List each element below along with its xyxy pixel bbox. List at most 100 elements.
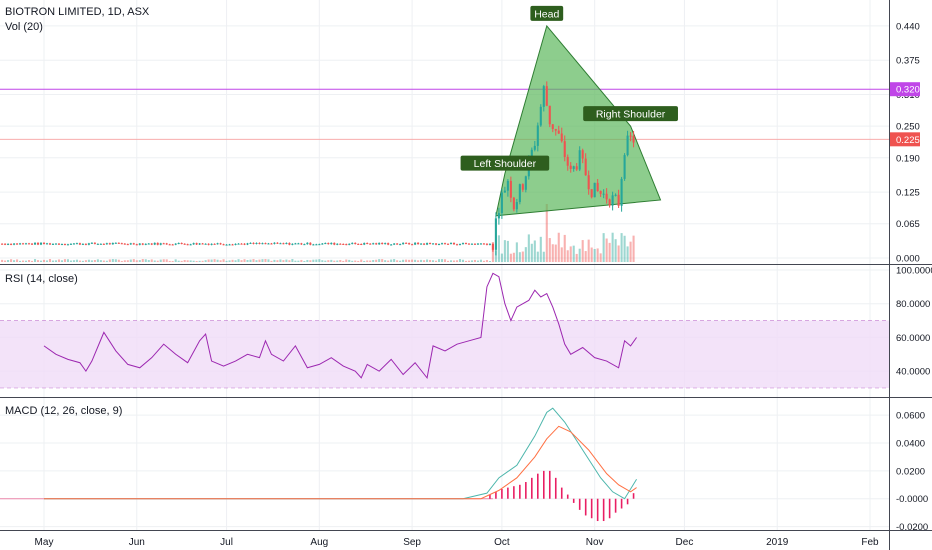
volume-bar bbox=[132, 259, 135, 262]
price-tick: 0.000 bbox=[896, 254, 920, 265]
volume-bar bbox=[617, 245, 620, 262]
volume-bar bbox=[324, 260, 327, 262]
volume-bar bbox=[177, 260, 180, 262]
candle-body bbox=[249, 242, 252, 244]
candle-body bbox=[108, 243, 111, 245]
candle-body bbox=[1, 243, 4, 245]
candle-body bbox=[276, 242, 279, 244]
candle-body bbox=[515, 202, 518, 210]
candle-body bbox=[285, 242, 288, 244]
rsi-tick: 100.0000 bbox=[896, 266, 932, 277]
volume-bar bbox=[518, 252, 521, 262]
volume-bar bbox=[435, 260, 438, 262]
volume-bar bbox=[473, 259, 477, 262]
volume-bar bbox=[581, 240, 584, 262]
candle-body bbox=[219, 243, 222, 245]
volume-bar bbox=[117, 259, 120, 262]
volume-bar bbox=[216, 259, 219, 262]
time-axis[interactable]: May Jun Jul Aug Sep Oct Nov Dec 2019 Feb bbox=[35, 537, 880, 548]
candle-body bbox=[620, 178, 623, 206]
candle-body bbox=[231, 244, 234, 246]
time-tick: Jul bbox=[220, 537, 233, 548]
volume-bar bbox=[99, 260, 102, 262]
volume-bar bbox=[33, 259, 37, 262]
candle-body bbox=[198, 243, 201, 245]
candle-body bbox=[446, 243, 450, 245]
candle-body bbox=[222, 244, 225, 246]
candle-body bbox=[297, 243, 300, 245]
candle-body bbox=[138, 243, 141, 245]
volume-bar bbox=[66, 259, 69, 262]
candle-body bbox=[557, 130, 560, 134]
candle-body bbox=[294, 243, 297, 245]
candle-body bbox=[165, 243, 168, 245]
candles bbox=[1, 81, 635, 256]
macd-series bbox=[44, 407, 637, 500]
candle-body bbox=[288, 242, 291, 245]
volume-bar bbox=[252, 259, 255, 262]
volume-bar bbox=[551, 244, 554, 262]
volume-bar bbox=[578, 248, 581, 262]
candle-body bbox=[180, 243, 183, 245]
candle-body bbox=[60, 244, 64, 246]
volume-bar bbox=[402, 259, 405, 262]
volume-bar bbox=[351, 260, 354, 262]
volume-bar bbox=[228, 260, 231, 262]
candle-body bbox=[309, 242, 312, 245]
candle-body bbox=[4, 243, 7, 245]
volume-bar bbox=[72, 260, 75, 262]
volume-bar bbox=[222, 259, 225, 262]
volume-bar bbox=[249, 259, 252, 262]
candle-body bbox=[596, 182, 599, 192]
volume-bar bbox=[470, 260, 474, 262]
volume-bar bbox=[443, 259, 447, 262]
volume-bar bbox=[24, 260, 28, 262]
candle-body bbox=[623, 155, 626, 179]
candle-body bbox=[72, 243, 75, 245]
volume-bar bbox=[171, 260, 174, 262]
candle-body bbox=[488, 243, 491, 245]
volume-bar bbox=[318, 259, 321, 262]
volume-bar bbox=[10, 259, 13, 262]
volume-bar bbox=[393, 259, 396, 262]
volume-bar bbox=[87, 259, 90, 262]
candle-body bbox=[360, 243, 363, 245]
candle-body bbox=[144, 243, 147, 245]
candle-body bbox=[150, 243, 153, 245]
volume-bar bbox=[569, 246, 572, 262]
candle-body bbox=[78, 243, 81, 245]
candle-body bbox=[22, 243, 25, 245]
volume-bar bbox=[330, 259, 333, 262]
candle-body bbox=[485, 243, 488, 245]
price-tick: 0.250 bbox=[896, 122, 920, 133]
volume-bar bbox=[539, 236, 542, 262]
volume-bar bbox=[282, 260, 285, 262]
volume-bar bbox=[467, 260, 471, 262]
candle-body bbox=[147, 243, 150, 245]
volume-bar bbox=[120, 260, 123, 262]
candle-body bbox=[512, 197, 515, 210]
candle-body bbox=[497, 213, 500, 219]
price-levels bbox=[0, 88, 889, 140]
volume-bar bbox=[129, 259, 132, 262]
candle-body bbox=[366, 243, 369, 245]
volume-bar bbox=[141, 259, 144, 262]
candle-body bbox=[584, 158, 587, 176]
candle-body bbox=[252, 242, 255, 244]
candle-body bbox=[435, 243, 438, 245]
candle-body bbox=[411, 244, 414, 246]
volume-bar bbox=[524, 247, 527, 262]
candle-body bbox=[93, 242, 96, 244]
volume-bar bbox=[219, 260, 222, 262]
time-tick: Oct bbox=[494, 537, 510, 548]
candle-body bbox=[306, 242, 309, 245]
candle-body bbox=[123, 243, 126, 245]
candle-body bbox=[195, 243, 198, 245]
volume-bar bbox=[620, 233, 623, 262]
candle-body bbox=[342, 243, 345, 245]
candle-body bbox=[536, 125, 539, 146]
candle-body bbox=[27, 243, 31, 245]
volume-bar bbox=[7, 259, 10, 262]
head-label: Head bbox=[534, 8, 559, 20]
